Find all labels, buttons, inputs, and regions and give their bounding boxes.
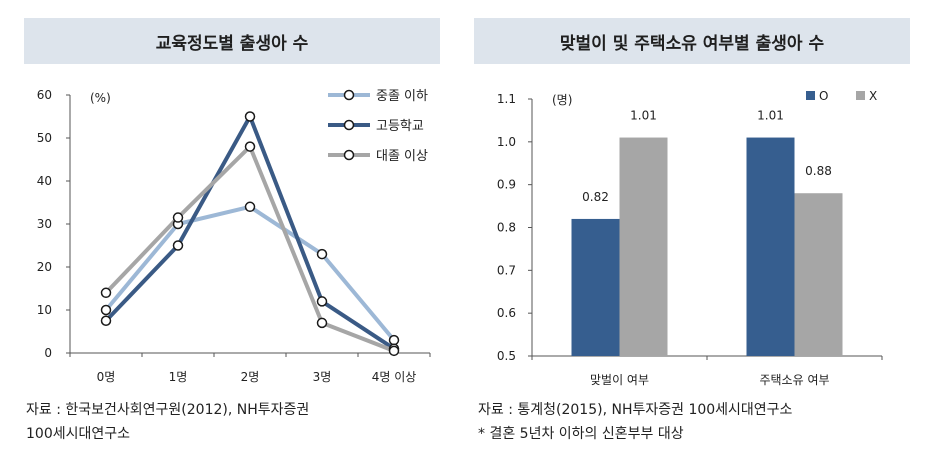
x-tick-label: 1명: [169, 370, 188, 384]
y-unit-label: (%): [90, 91, 111, 105]
bar-X-2: [794, 193, 843, 356]
series-3-point: [100, 287, 112, 299]
y-tick-label: 10: [37, 303, 52, 317]
left-source-line1: 자료 : 한국보건사회연구원(2012), NH투자증권: [26, 402, 310, 418]
legend-swatch-1: [806, 91, 815, 100]
series-3-point: [316, 317, 328, 329]
bar-O-1: [571, 218, 620, 356]
education-line-chart: 0 10 20 30 40 50 60 0명 1명 2명 3명 4명 이상 (%) 중졸 이하고등학교대졸…: [37, 88, 431, 384]
y-tick-label: 0: [44, 346, 52, 360]
legend-label-2: X: [869, 89, 877, 103]
legend-marker-2: [343, 119, 355, 131]
y-tick-label: 0.9: [497, 178, 516, 192]
right-source: 자료 : 통계청(2015), NH투자증권 100세시대연구소 * 결혼 5년…: [478, 398, 792, 446]
left-source: 자료 : 한국보건사회연구원(2012), NH투자증권 100세시대연구소: [26, 398, 309, 446]
series-1-point: [244, 201, 256, 213]
x-tick-label: 2명: [241, 370, 260, 384]
y-unit-label: (명): [552, 93, 572, 107]
series-3-point: [172, 212, 184, 223]
y-tick-label: 1.1: [497, 92, 516, 106]
y-tick-label: 0.8: [497, 221, 516, 235]
y-tick-label: 30: [37, 217, 52, 231]
x-tick-label: 4명 이상: [372, 370, 417, 384]
series-1-point: [316, 248, 328, 260]
y-tick-label: 0.7: [497, 263, 516, 277]
right-chart-title: 맞벌이 및 주택소유 여부별 출생아 수: [559, 33, 825, 54]
bar-value-label: 0.88: [805, 164, 832, 178]
y-tick-label: 1.0: [497, 135, 516, 149]
x-tick-label: 0명: [97, 370, 116, 384]
x-tick-label: 3명: [313, 370, 332, 384]
right-source-line2: * 결혼 5년차 이하의 신혼부부 대상: [478, 426, 684, 442]
y-tick-label: 20: [37, 260, 52, 274]
legend-label-1: O: [819, 89, 828, 103]
series-1-point: [388, 334, 400, 346]
series-2-point: [244, 111, 256, 122]
bar-value-label: 1.01: [630, 109, 657, 123]
left-chart-header: 교육정도별 출생아 수: [24, 18, 440, 64]
y-tick-label: 60: [37, 88, 52, 102]
series-3-point: [244, 141, 256, 152]
series-2-point: [316, 296, 328, 307]
series-2-point: [172, 240, 184, 251]
legend-swatch-2: [856, 91, 865, 100]
left-chart-title: 교육정도별 출생아 수: [155, 33, 309, 54]
legend-marker-3: [343, 149, 355, 161]
bar-value-label: 1.01: [757, 109, 784, 123]
bar-O-2: [746, 137, 795, 356]
legend-label-1: 중졸 이하: [376, 89, 428, 104]
bar-X-1: [619, 137, 668, 356]
series-2-point: [100, 315, 112, 326]
right-source-line1: 자료 : 통계청(2015), NH투자증권 100세시대연구소: [478, 402, 793, 418]
left-source-line2: 100세시대연구소: [26, 426, 131, 442]
series-1-point: [100, 304, 112, 316]
y-tick-label: 0.6: [497, 306, 516, 320]
right-chart-header: 맞벌이 및 주택소유 여부별 출생아 수: [474, 18, 910, 64]
series-3-point: [388, 345, 400, 357]
legend-marker-1: [343, 89, 355, 101]
bar-value-label: 0.82: [582, 190, 609, 204]
income-bar-chart: 0.5 0.6 0.7 0.8 0.9 1.0 1.1 맞벌이 여부 주택소유 여부 (명) 0.8…: [497, 89, 883, 387]
x-tick-label: 주택소유 여부: [759, 373, 829, 387]
legend-label-3: 대졸 이상: [376, 149, 428, 164]
x-tick-label: 맞벌이 여부: [590, 373, 649, 387]
y-tick-label: 0.5: [497, 349, 516, 363]
y-tick-label: 40: [37, 174, 52, 188]
legend-label-2: 고등학교: [376, 119, 424, 134]
y-tick-label: 50: [37, 131, 52, 145]
